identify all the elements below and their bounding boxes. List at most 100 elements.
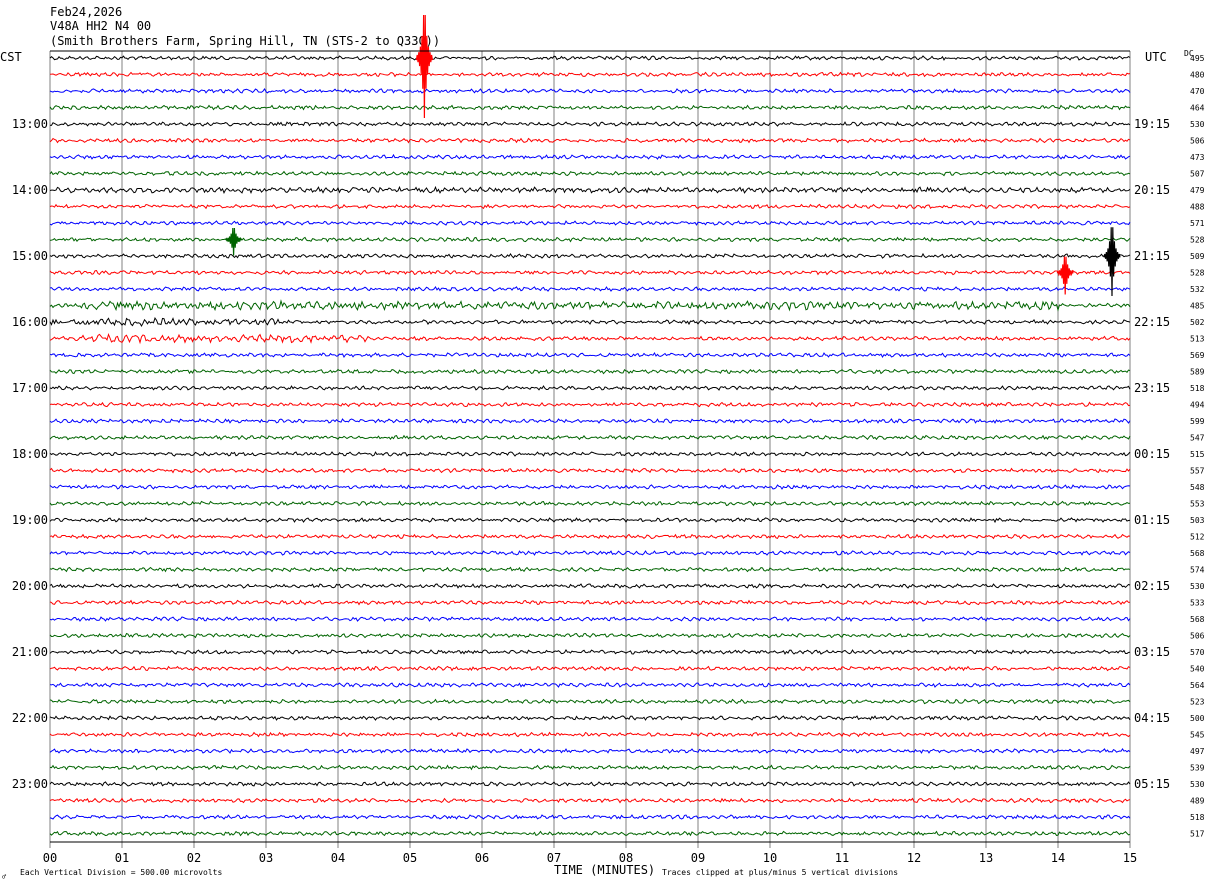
trace-row-39 (49, 698, 1131, 705)
trace-row-21 (49, 401, 1131, 408)
dc-offset-value: 553 (1190, 500, 1205, 509)
dc-offset-value: 485 (1190, 302, 1205, 311)
x-tick-label: 05 (403, 851, 417, 865)
trace-row-28 (49, 517, 1131, 524)
dc-offset-value: 570 (1190, 648, 1205, 657)
left-hour-label: 13:00 (12, 117, 48, 131)
dc-offset-value: 530 (1190, 120, 1205, 129)
dc-offset-value: 518 (1190, 384, 1205, 393)
dc-offset-value: 528 (1190, 236, 1205, 245)
trace-row-6 (49, 153, 1131, 160)
trace-row-2 (49, 88, 1131, 94)
right-hour-label: 22:15 (1134, 315, 1170, 329)
trace-row-19 (49, 368, 1131, 375)
trace-row-40 (49, 715, 1131, 721)
right-hour-label: 04:15 (1134, 711, 1170, 725)
seismic-event-1 (225, 227, 243, 256)
trace-row-14 (49, 285, 1131, 292)
seismic-traces (49, 14, 1131, 837)
trace-row-3 (49, 104, 1131, 111)
dc-offset-value: 512 (1190, 533, 1205, 542)
dc-offset-value: 488 (1190, 203, 1205, 212)
trace-row-32 (49, 583, 1131, 589)
x-tick-label: 08 (619, 851, 633, 865)
trace-row-1 (49, 71, 1131, 78)
trace-row-44 (49, 781, 1131, 787)
header: Feb24,2026 V48A HH2 N4 00 (Smith Brother… (50, 5, 440, 48)
dc-offset-value: 464 (1190, 104, 1205, 113)
dc-offset-value: 473 (1190, 153, 1205, 162)
x-tick-label: 02 (187, 851, 201, 865)
scale-note: Each Vertical Division = 500.00 microvol… (20, 868, 222, 877)
x-axis-tick-labels: 00 01 02 03 04 05 06 07 08 09 10 11 12 13 14 15 (43, 851, 1137, 865)
right-hour-label: 23:15 (1134, 381, 1170, 395)
trace-row-13 (49, 269, 1131, 276)
dc-offset-value: 557 (1190, 467, 1205, 476)
x-tick-label: 04 (331, 851, 345, 865)
trace-row-47 (49, 830, 1131, 837)
dc-offset-value: 523 (1190, 698, 1205, 707)
minute-grid (49, 51, 1131, 848)
x-tick-label: 12 (907, 851, 921, 865)
dc-offset-value: 502 (1190, 318, 1205, 327)
trace-row-7 (49, 170, 1131, 177)
x-tick-label: 13 (979, 851, 993, 865)
dc-offset-value: 545 (1190, 731, 1205, 740)
trace-row-23 (49, 434, 1131, 441)
trace-row-38 (49, 682, 1131, 688)
x-tick-label: 00 (43, 851, 57, 865)
dc-offset-value: 513 (1190, 335, 1205, 344)
left-hour-label: 20:00 (12, 579, 48, 593)
trace-row-5 (49, 137, 1131, 144)
trace-row-8 (49, 185, 1131, 195)
left-hour-label: 18:00 (12, 447, 48, 461)
corner-mark: ♂ (2, 873, 7, 881)
trace-row-41 (49, 731, 1131, 738)
dc-offset-value: 528 (1190, 269, 1205, 278)
left-hour-label: 16:00 (12, 315, 48, 329)
dc-offset-value: 532 (1190, 285, 1205, 294)
trace-row-17 (49, 332, 1131, 345)
dc-offset-value: 569 (1190, 351, 1205, 360)
dc-offset-value: 480 (1190, 71, 1205, 80)
trace-row-9 (49, 203, 1131, 210)
dc-offset-value: 568 (1190, 615, 1205, 624)
dc-offset-value: 533 (1190, 599, 1205, 608)
trace-row-16 (49, 317, 1131, 328)
dc-offset-header: DC (1184, 49, 1194, 58)
trace-row-10 (49, 220, 1131, 226)
dc-offset-value: 571 (1190, 219, 1205, 228)
header-channel: V48A HH2 N4 00 (50, 19, 151, 33)
dc-offset-value: 540 (1190, 665, 1205, 674)
dc-offset-value: 489 (1190, 797, 1205, 806)
trace-row-25 (49, 467, 1131, 474)
right-timezone-label: UTC (1145, 50, 1167, 64)
seismic-event-3 (1056, 256, 1074, 295)
dc-offset-value: 518 (1190, 813, 1205, 822)
dc-offset-value: 574 (1190, 566, 1205, 575)
dc-offset-value: 500 (1190, 714, 1205, 723)
x-tick-label: 07 (547, 851, 561, 865)
trace-row-18 (49, 351, 1131, 358)
dc-offset-value: 530 (1190, 582, 1205, 591)
x-tick-label: 01 (115, 851, 129, 865)
dc-offset-value: 530 (1190, 780, 1205, 789)
trace-row-35 (49, 632, 1131, 639)
seismic-event-0 (415, 14, 433, 119)
dc-offset-labels: 495 480 470 464 530 506 473 507 479 488 571 528 509 5… (1190, 54, 1205, 839)
trace-row-4 (49, 121, 1131, 127)
dc-offset-value: 494 (1190, 401, 1205, 410)
dc-offset-value: 515 (1190, 450, 1205, 459)
right-hour-label: 19:15 (1134, 117, 1170, 131)
seismic-event-2 (1103, 227, 1121, 297)
trace-row-33 (49, 599, 1131, 606)
trace-row-31 (49, 566, 1131, 573)
trace-row-46 (49, 814, 1131, 820)
dc-offset-value: 589 (1190, 368, 1205, 377)
trace-row-42 (49, 748, 1131, 754)
x-tick-label: 11 (835, 851, 849, 865)
right-hour-label: 03:15 (1134, 645, 1170, 659)
dc-offset-value: 568 (1190, 549, 1205, 558)
dc-offset-value: 479 (1190, 186, 1205, 195)
